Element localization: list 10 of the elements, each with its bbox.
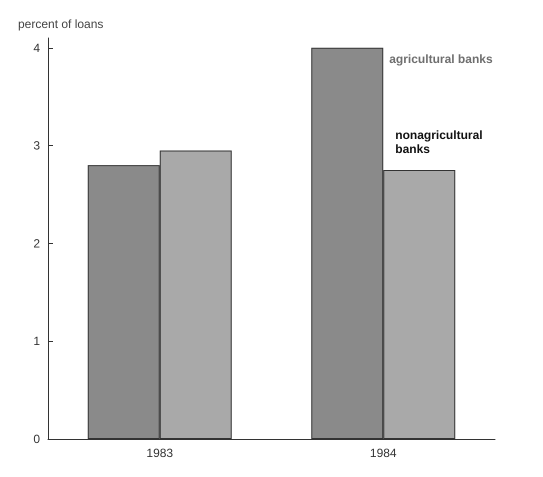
- y-tick-label: 1: [33, 334, 40, 348]
- y-tick-label: 2: [33, 236, 40, 250]
- x-tick-label: 1984: [370, 446, 397, 460]
- y-axis-title: percent of loans: [18, 17, 104, 31]
- y-tick-label: 3: [33, 138, 40, 153]
- y-tick-label: 4: [33, 40, 40, 55]
- series-label: nonagricultural banks: [395, 128, 483, 156]
- series-label: agricultural banks: [389, 52, 493, 66]
- x-tick-label: 1983: [146, 446, 174, 460]
- y-tick-label: 0: [33, 432, 40, 446]
